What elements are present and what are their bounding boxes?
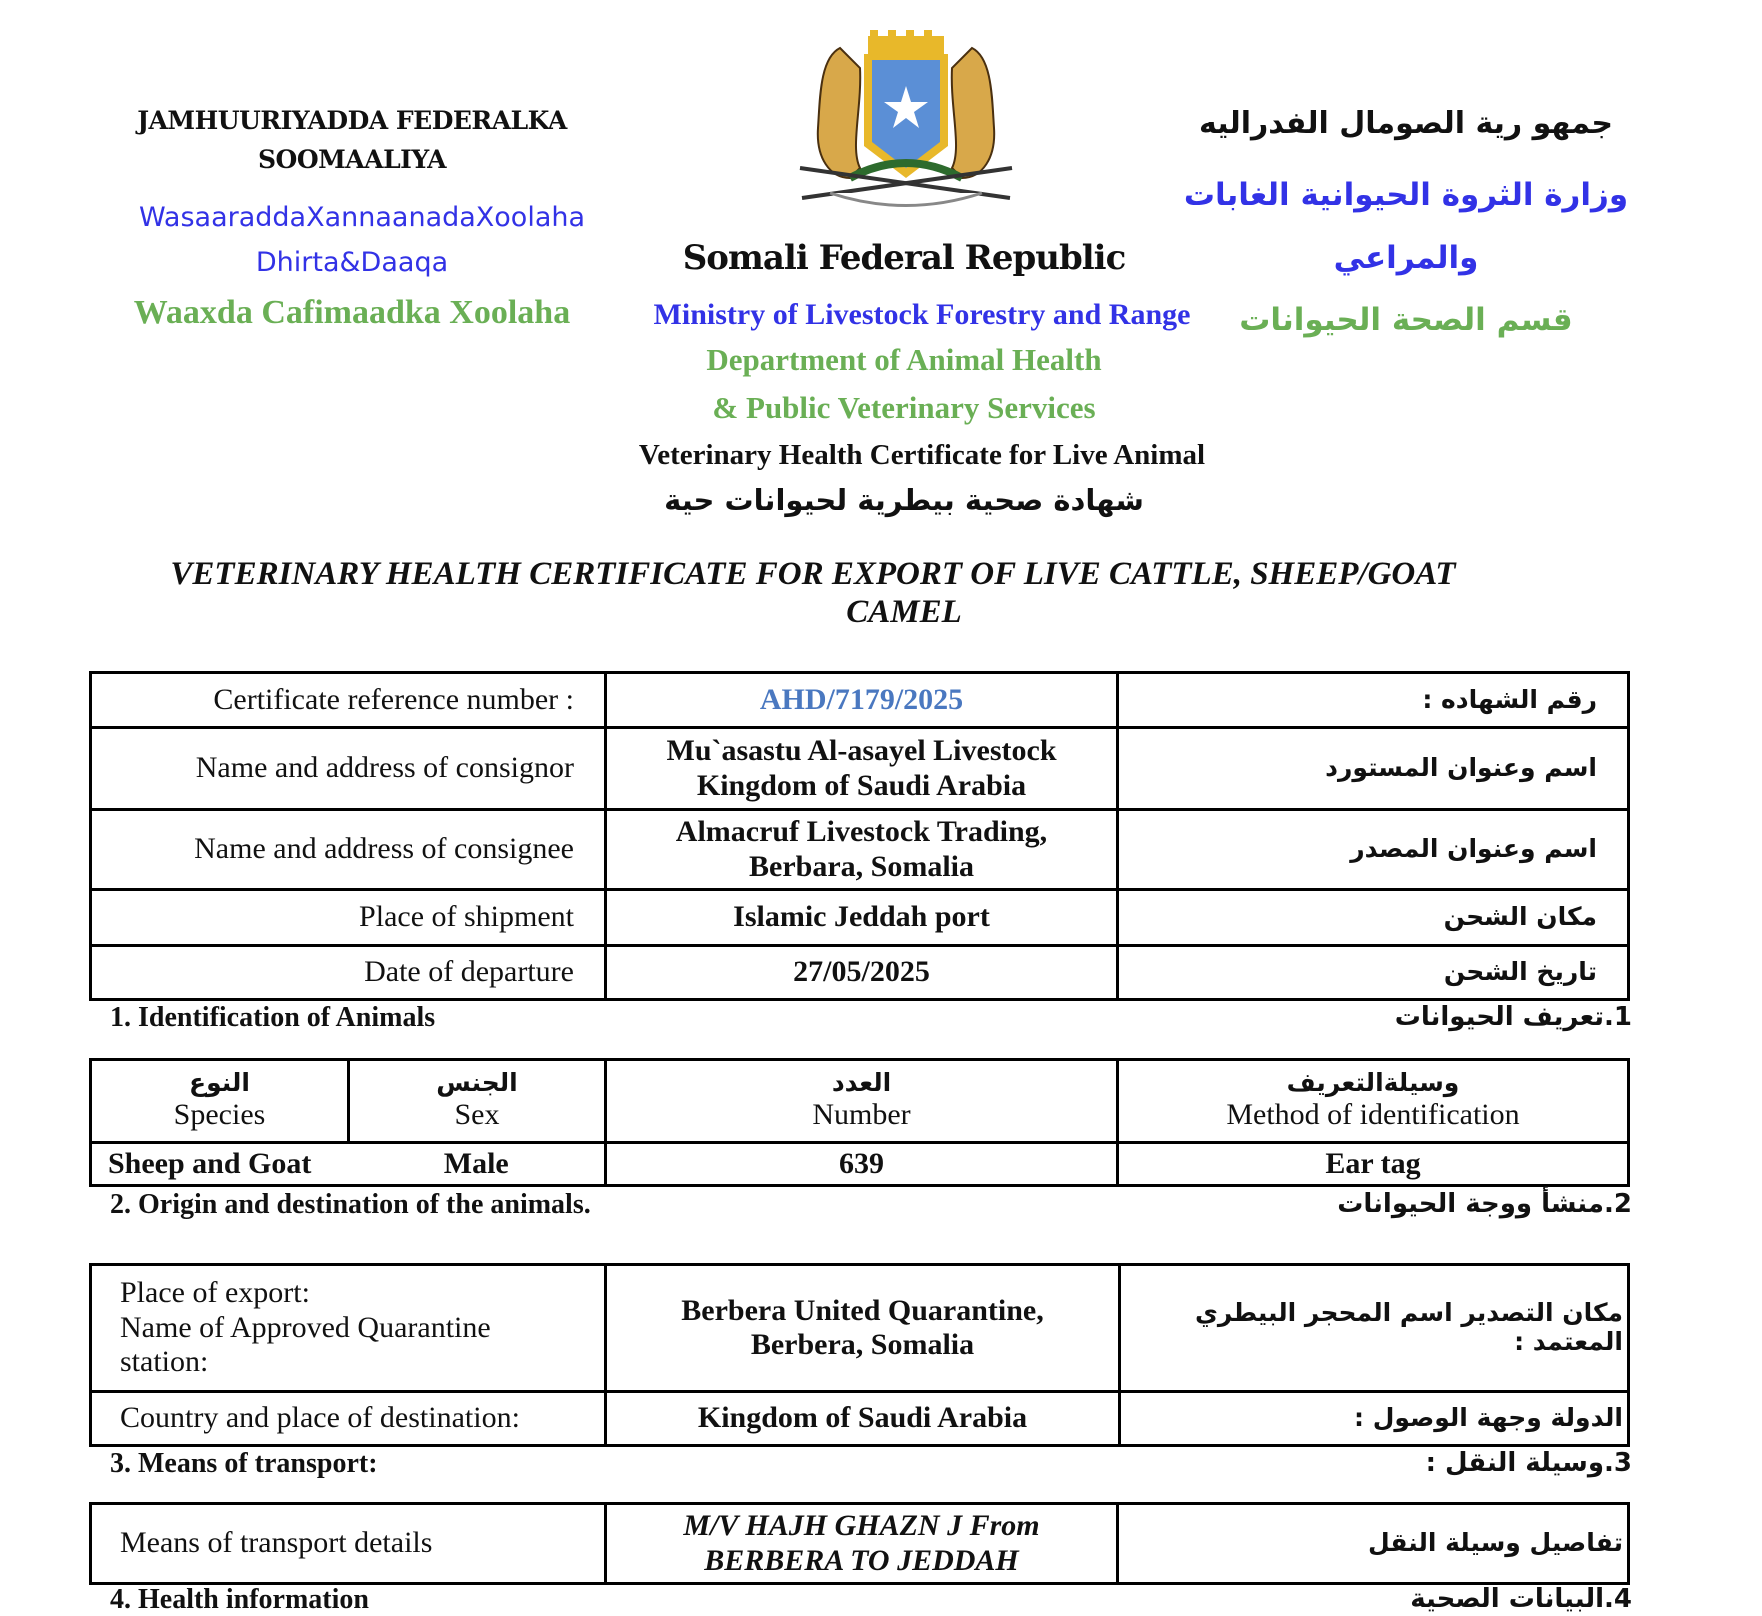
coat-of-arms-emblem <box>799 30 1013 207</box>
header-right-dept: قسم الصحة الحيوانات <box>1239 302 1573 338</box>
transport-value: M/V HAJH GHAZN J From BERBERA TO JEDDAH <box>604 1502 1119 1585</box>
header-en: Method of identification <box>1226 1098 1520 1132</box>
star-icon <box>884 86 928 128</box>
label-en: Date of departure <box>89 944 607 1001</box>
header-ar: الجنس <box>436 1068 518 1098</box>
label-ar: مكان الشحن <box>1116 888 1630 947</box>
crown-icon <box>868 30 944 54</box>
section1-heading-ar: 1.تعريف الحيوانات <box>1394 1002 1632 1032</box>
quarantine-station-value: Berbera United Quarantine, Berbera, Somal… <box>604 1263 1121 1393</box>
header-en: Species <box>173 1098 266 1132</box>
label-en: Name and address of consignee <box>89 808 607 891</box>
label-en: Certificate reference number : <box>89 671 607 729</box>
header-cert-ar: شهادة صحية بيطرية لحيوانات حية <box>664 483 1144 517</box>
leopard-left-icon <box>816 46 862 180</box>
table-row: Certificate reference number : AHD/7179/2… <box>89 671 1630 729</box>
origin-destination-table: Place of export: Name of Approved Quarant… <box>89 1263 1630 1447</box>
table-row: Name and address of consignee Almacruf Li… <box>89 808 1630 891</box>
shipment-place-value: Islamic Jeddah port <box>604 888 1119 947</box>
consignor-value: Mu`asastu Al-asayel Livestock Kingdom of… <box>604 726 1119 811</box>
label-ar: تاريخ الشحن <box>1116 944 1630 1001</box>
label-ar: تفاصيل وسيلة النقل <box>1116 1502 1630 1585</box>
certificate-reference-value: AHD/7179/2025 <box>604 671 1119 729</box>
header-republic: Somali Federal Republic <box>682 238 1127 278</box>
section3-heading-ar: 3.وسيلة النقل : <box>1425 1448 1632 1478</box>
value-line: BERBERA TO JEDDAH <box>704 1543 1019 1577</box>
label-ar: رقم الشهاده : <box>1116 671 1630 729</box>
label-line: Name of Approved Quarantine <box>120 1310 491 1344</box>
header-left-ministry2: Dhirta&Daaqa <box>255 247 449 278</box>
header-species: النوع Species <box>89 1058 350 1144</box>
value-line: Berbera United Quarantine, <box>681 1293 1044 1327</box>
destination-label: Country and place of destination: <box>89 1390 607 1447</box>
species-value: Sheep and Goat <box>89 1141 349 1187</box>
label-ar: مكان التصدير اسم المحجر البيطري المعتمد … <box>1118 1263 1630 1393</box>
identification-method-value: Ear tag <box>1116 1141 1630 1187</box>
table-header-row: النوع Species الجنس Sex العدد Number وسيلةا… <box>89 1058 1630 1144</box>
table-row: Sheep and Goat Male 639 Ear tag <box>89 1141 1630 1187</box>
header-cert-en: Veterinary Health Certificate for Live A… <box>638 439 1206 471</box>
label-en: Place of shipment <box>89 888 607 947</box>
leopard-right-icon <box>950 46 996 180</box>
header-right-ministry1: وزارة الثروة الحيوانية الغابات <box>1183 177 1629 213</box>
table-row: Name and address of consignor Mu`asastu A… <box>89 726 1630 811</box>
label-ar: اسم وعنوان المصدر <box>1116 808 1630 891</box>
label-line: Place of export: <box>120 1276 310 1310</box>
header-ministry: Ministry of Livestock Forestry and Range <box>653 298 1191 331</box>
certificate-title-line1: VETERINARY HEALTH CERTIFICATE FOR EXPORT… <box>170 556 1456 592</box>
header-method: وسيلةالتعريف Method of identification <box>1116 1058 1630 1144</box>
header-en: Number <box>812 1098 911 1132</box>
header-right-line1: جمهو رية الصومال الفدراليه <box>1199 106 1613 141</box>
transport-table: Means of transport details M/V HAJH GHAZ… <box>89 1502 1630 1585</box>
header-left-line2: SOOMAALIYA <box>258 145 447 174</box>
header-left-dept: Waaxda Cafimaadka Xoolaha <box>133 294 571 331</box>
section2-heading-en: 2. Origin and destination of the animals… <box>110 1189 591 1220</box>
table-row: Place of shipment Islamic Jeddah port مكان… <box>89 888 1630 947</box>
section2-heading-ar: 2.منشأ ووجة الحيوانات <box>1337 1189 1632 1219</box>
header-ar: وسيلةالتعريف <box>1286 1068 1460 1098</box>
header-en: Sex <box>454 1098 500 1132</box>
table-row: Date of departure 27/05/2025 تاريخ الشحن <box>89 944 1630 1001</box>
general-info-table: Certificate reference number : AHD/7179/2… <box>89 671 1630 1001</box>
sex-value: Male <box>348 1141 607 1187</box>
header-dept2: & Public Veterinary Services <box>712 390 1096 425</box>
value-line: M/V HAJH GHAZN J From <box>683 1509 1040 1542</box>
section3-heading-en: 3. Means of transport: <box>110 1448 378 1479</box>
departure-date-value: 27/05/2025 <box>604 944 1119 1001</box>
header-left-line1: JAMHUURIYADDA FEDERALKA <box>137 106 567 135</box>
label-ar: اسم وعنوان المستورد <box>1116 726 1630 811</box>
consignee-value: Almacruf Livestock Trading, Berbara, Som… <box>604 808 1119 891</box>
label-line: station: <box>120 1345 209 1379</box>
table-row: Country and place of destination: Kingdo… <box>89 1390 1630 1447</box>
destination-value: Kingdom of Saudi Arabia <box>604 1390 1121 1447</box>
header-dept1: Department of Animal Health <box>706 342 1102 377</box>
header-left-ministry1: WasaaraddaXannaanadaXoolaha <box>138 202 586 233</box>
table-row: Means of transport details M/V HAJH GHAZ… <box>89 1502 1630 1585</box>
label-en: Name and address of consignor <box>89 726 607 811</box>
transport-label: Means of transport details <box>89 1502 607 1585</box>
certificate-title-line2: CAMEL <box>846 594 962 630</box>
export-place-label: Place of export: Name of Approved Quarant… <box>89 1263 607 1393</box>
number-value: 639 <box>604 1141 1119 1187</box>
header-ar: النوع <box>189 1068 250 1098</box>
header-right-ministry2: والمراعي <box>1333 240 1479 276</box>
section1-heading-en: 1. Identification of Animals <box>110 1002 436 1033</box>
section4-heading-ar: 4.البيانات الصحية <box>1410 1584 1632 1614</box>
label-ar: الدولة وجهة الوصول : <box>1118 1390 1630 1447</box>
section4-heading-en: 4. Health information <box>110 1584 369 1615</box>
animal-identification-table: النوع Species الجنس Sex العدد Number وسيلةا… <box>89 1058 1630 1187</box>
header-number: العدد Number <box>604 1058 1119 1144</box>
header-ar: العدد <box>831 1068 892 1098</box>
table-row: Place of export: Name of Approved Quarant… <box>89 1263 1630 1393</box>
value-line: Berbera, Somalia <box>750 1328 975 1361</box>
header-sex: الجنس Sex <box>347 1058 607 1144</box>
